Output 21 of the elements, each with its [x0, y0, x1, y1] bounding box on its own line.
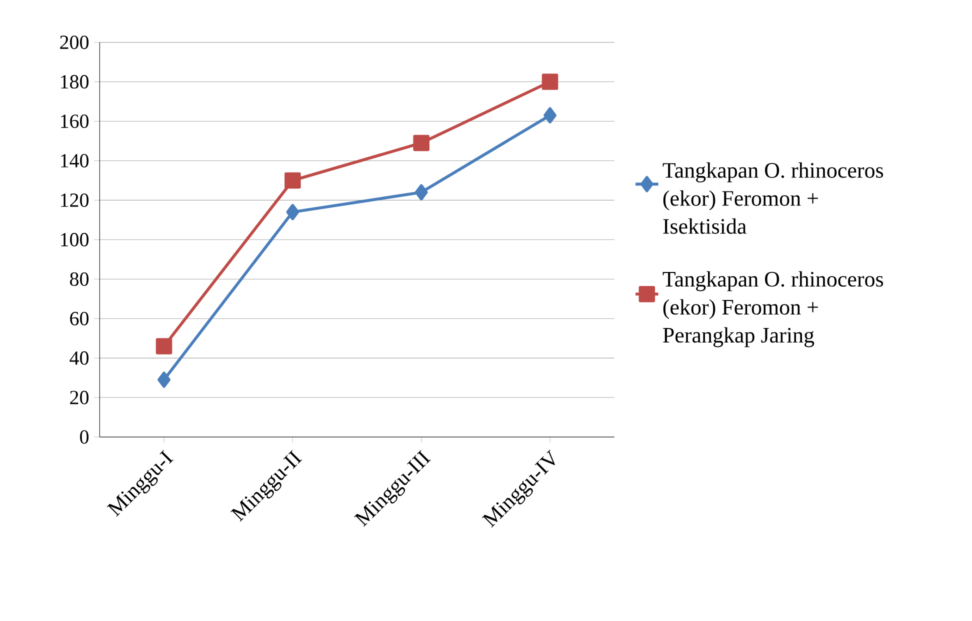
legend-label: Tangkapan O. rhinoceros (ekor) Feromon + Perangkap Jaring [662, 271, 884, 348]
y-tick-label: 160 [61, 114, 89, 128]
point [413, 134, 430, 152]
y-tick-label: 20 [70, 390, 89, 404]
point [414, 184, 428, 200]
point [544, 107, 556, 124]
point [158, 372, 170, 388]
y-tick-label: 60 [70, 312, 89, 326]
y-tick-label: 0 [80, 430, 89, 444]
y-tick-label: 100 [61, 232, 89, 246]
legend-label: Tangkapan O. rhinoceros (ekor) Feromon + Isektisida [662, 162, 884, 234]
point [286, 204, 300, 220]
y-tick-label: 80 [70, 272, 89, 286]
y-tick-label: 140 [61, 154, 89, 168]
point [156, 338, 172, 354]
y-tick-label: 200 [60, 36, 89, 50]
y-tick-label: 120 [61, 193, 89, 207]
point [542, 74, 558, 90]
y-tick-label: 40 [70, 351, 89, 365]
y-tick-label: 180 [61, 75, 89, 89]
point [284, 172, 301, 189]
